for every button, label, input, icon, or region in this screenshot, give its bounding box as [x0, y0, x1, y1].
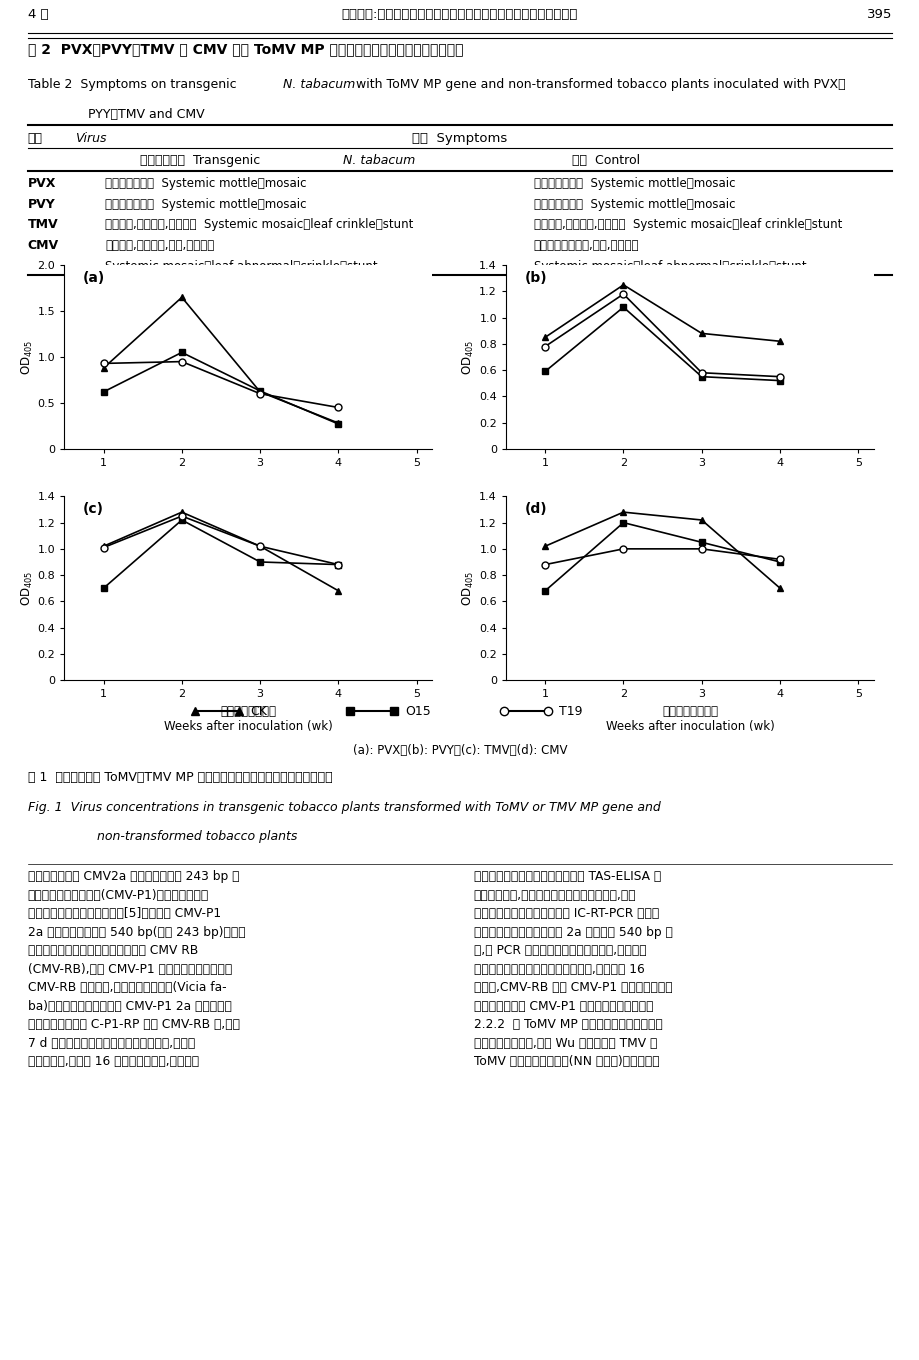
- Text: non-transformed tobacco plants: non-transformed tobacco plants: [96, 830, 297, 843]
- Text: Fig. 1  Virus concentrations in transgenic tobacco plants transformed with ToMV : Fig. 1 Virus concentrations in transgeni…: [28, 801, 660, 815]
- Text: 表 2  PVX、PVY、TMV 和 CMV 在转 ToMV MP 基因及非转基因普通烟上的症状比较: 表 2 PVX、PVY、TMV 和 CMV 在转 ToMV MP 基因及非转基因…: [28, 42, 462, 56]
- Text: 4 期: 4 期: [28, 8, 48, 22]
- Text: with ToMV MP gene and non-transformed tobacco plants inoculated with PVX、: with ToMV MP gene and non-transformed to…: [352, 78, 845, 91]
- Text: (a): PVX；(b): PVY；(c): TMV；(d): CMV: (a): PVX；(b): PVY；(c): TMV；(d): CMV: [352, 744, 567, 758]
- Text: N. tabacum: N. tabacum: [343, 155, 415, 167]
- Text: CMV: CMV: [28, 239, 59, 252]
- Text: 系统花叶叶片畸形,皱缩,植株矮化: 系统花叶叶片畸形,皱缩,植株矮化: [533, 239, 639, 252]
- Text: PVY: PVY: [28, 197, 55, 211]
- Text: 过基因重组发现 CMV2a 复制酶基因中的 243 bp 决
定了豆科系统感染株系(CMV-P1)与豆科局部坏死
株系在豆科植物上症状的差异[5]。当导入 CM: 过基因重组发现 CMV2a 复制酶基因中的 243 bp 决 定了豆科系统感染株…: [28, 870, 245, 1069]
- Text: N. tabacum: N. tabacum: [282, 78, 355, 91]
- Text: 系统斑驳、花叶  Systemic mottle、mosaic: 系统斑驳、花叶 Systemic mottle、mosaic: [533, 177, 734, 190]
- Text: 其在蚕豆上产生系统症状。定期用 TAS-ELISA 测
定的结果发现,所测的蚕豆叶片均为阴性反应,与症
状观察结果相一致。进一步用 IC-RT-PCR 法试图
: 其在蚕豆上产生系统症状。定期用 TAS-ELISA 测 定的结果发现,所测的蚕豆…: [473, 870, 672, 1069]
- Text: (d): (d): [524, 502, 547, 515]
- Text: Table 2  Symptoms on transgenic: Table 2 Symptoms on transgenic: [28, 78, 240, 91]
- Text: T19: T19: [559, 704, 583, 718]
- Text: PYY，TMV and CMV: PYY，TMV and CMV: [88, 109, 205, 121]
- Text: (c): (c): [83, 502, 104, 515]
- Y-axis label: OD$_{405}$: OD$_{405}$: [460, 570, 476, 607]
- Y-axis label: OD$_{405}$: OD$_{405}$: [19, 570, 35, 607]
- Text: Systemic mosaic、leaf abnormal、crinkle、stunt: Systemic mosaic、leaf abnormal、crinkle、st…: [533, 260, 805, 272]
- Text: 图 1  各病毒在转化 ToMV、TMV MP 基因烟草及非转基因烟草上病毒含量变化: 图 1 各病毒在转化 ToMV、TMV MP 基因烟草及非转基因烟草上病毒含量变…: [28, 771, 332, 785]
- Text: (a): (a): [83, 271, 105, 284]
- Text: (b): (b): [524, 271, 547, 284]
- Text: 症状  Symptoms: 症状 Symptoms: [412, 132, 507, 146]
- Text: 系统花叶,叶片畸形,皱缩,植株矮化: 系统花叶,叶片畸形,皱缩,植株矮化: [106, 239, 214, 252]
- Y-axis label: OD$_{405}$: OD$_{405}$: [19, 339, 35, 375]
- Text: 系统斑驳、花叶  Systemic mottle、mosaic: 系统斑驳、花叶 Systemic mottle、mosaic: [533, 197, 734, 211]
- Text: 系统斑驳、花叶  Systemic mottle、mosaic: 系统斑驳、花叶 Systemic mottle、mosaic: [106, 177, 307, 190]
- Text: TMV: TMV: [28, 219, 58, 231]
- Text: 系统花叶,叶片皱缩,植株矮化  Systemic mosaic、leaf crinkle、stunt: 系统花叶,叶片皱缩,植株矮化 Systemic mosaic、leaf crin…: [533, 219, 841, 231]
- Text: PVX: PVX: [28, 177, 56, 190]
- Y-axis label: OD$_{405}$: OD$_{405}$: [460, 339, 476, 375]
- Text: Systemic mosaic、leaf abnormal、crinkle、stunt: Systemic mosaic、leaf abnormal、crinkle、st…: [106, 260, 378, 272]
- Text: 转基因普通烟  Transgenic: 转基因普通烟 Transgenic: [140, 155, 264, 167]
- Text: 系统斑驳、花叶  Systemic mottle、mosaic: 系统斑驳、花叶 Systemic mottle、mosaic: [106, 197, 307, 211]
- X-axis label: 接种后时间（周）
Weeks after inoculation (wk): 接种后时间（周） Weeks after inoculation (wk): [164, 704, 333, 733]
- Text: 395: 395: [866, 8, 891, 22]
- Text: O15: O15: [404, 704, 430, 718]
- Text: 病毒: 病毒: [28, 132, 42, 146]
- Text: 对照  Control: 对照 Control: [572, 155, 640, 167]
- Text: 系统花叶,叶片皱缩,植株矮化  Systemic mosaic、leaf crinkle、stunt: 系统花叶,叶片皱缩,植株矮化 Systemic mosaic、leaf crin…: [106, 219, 414, 231]
- Text: Virus: Virus: [75, 132, 107, 146]
- Text: 牛颜冰等:转病毒移动蛋白及复制酶基因烟草的协生和重组风险分析: 牛颜冰等:转病毒移动蛋白及复制酶基因烟草的协生和重组风险分析: [342, 8, 577, 22]
- Text: CK: CK: [250, 704, 267, 718]
- X-axis label: 接种后时间（周）
Weeks after inoculation (wk): 接种后时间（周） Weeks after inoculation (wk): [605, 704, 774, 733]
